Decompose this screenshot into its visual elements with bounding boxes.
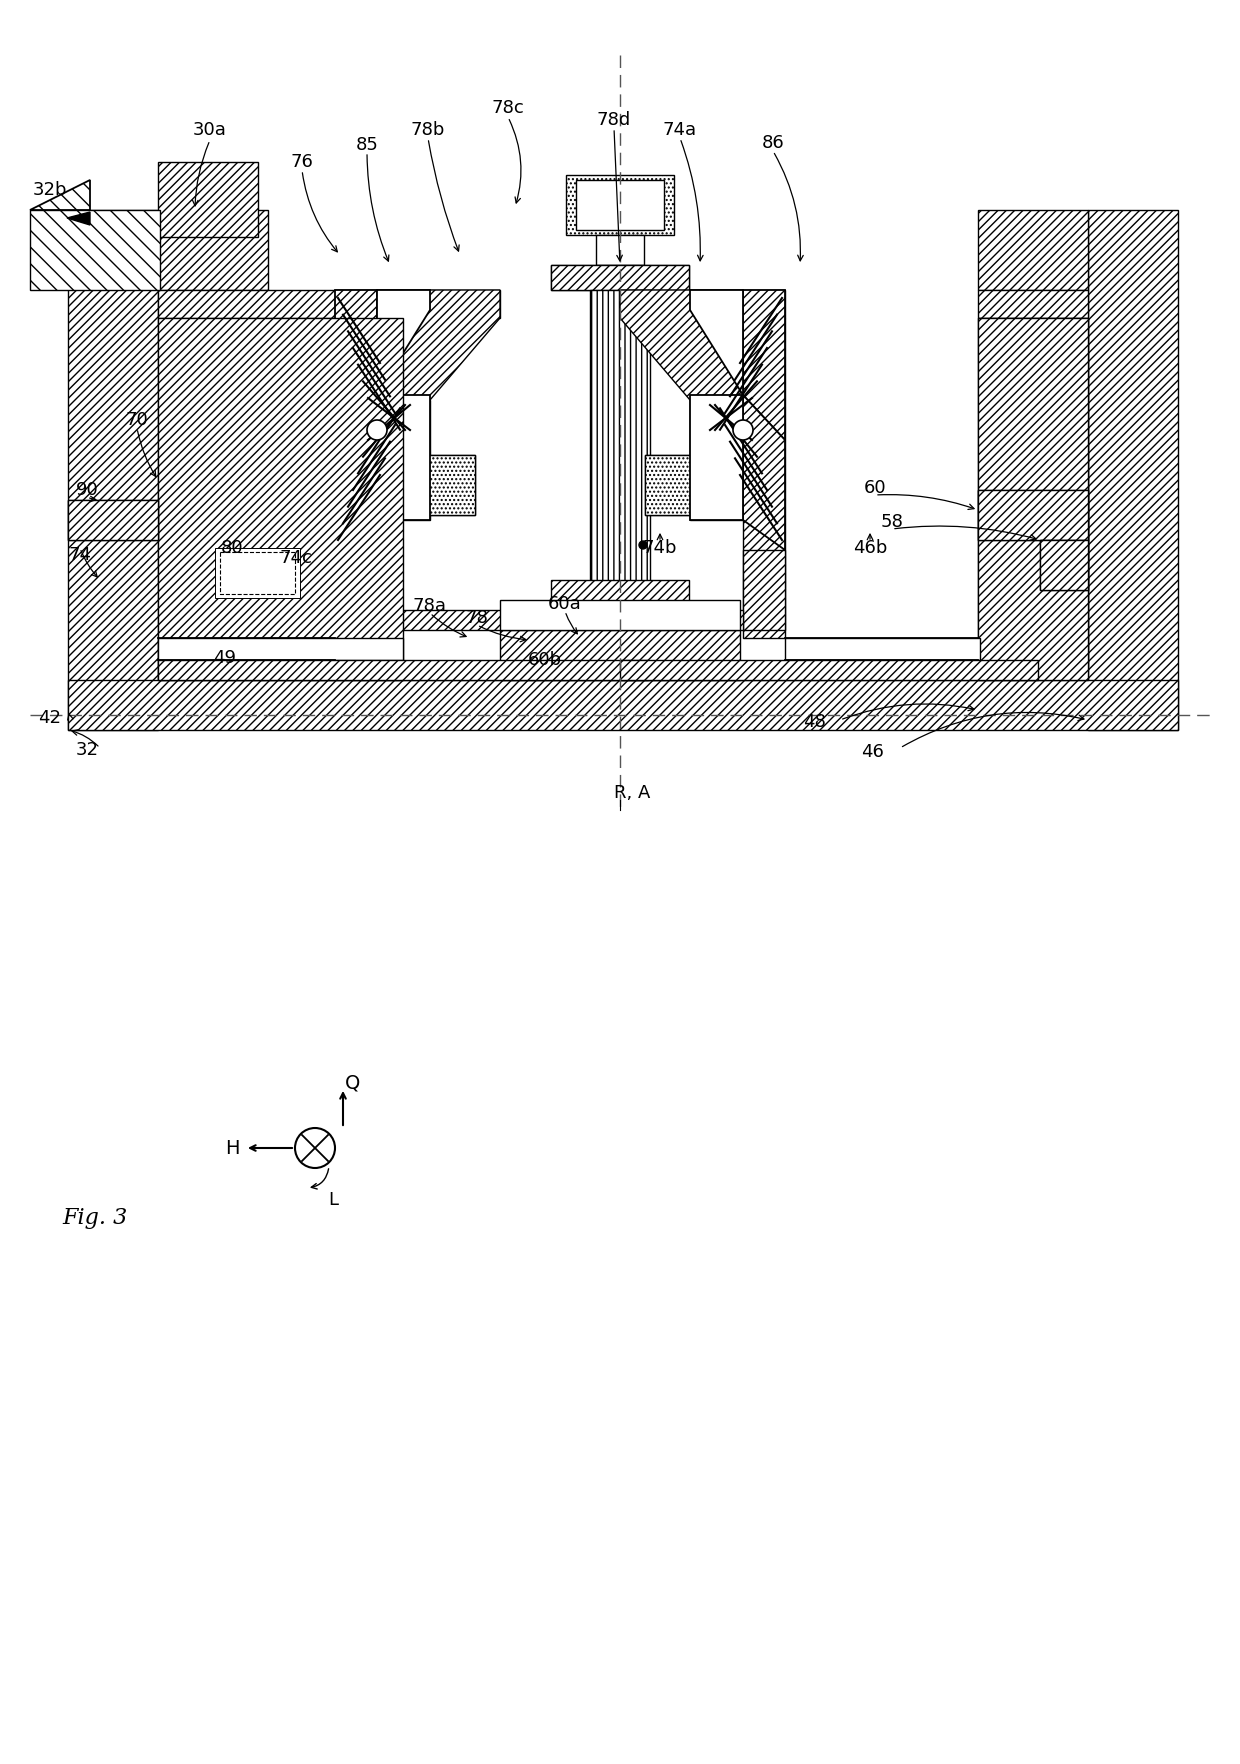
Bar: [978, 318, 1087, 679]
Bar: [978, 490, 1087, 540]
Bar: [1040, 540, 1087, 589]
Text: 78a: 78a: [413, 596, 446, 616]
Bar: [68, 499, 157, 540]
Polygon shape: [743, 289, 785, 439]
Text: 60b: 60b: [528, 651, 562, 669]
Text: 78b: 78b: [410, 122, 445, 139]
Bar: [551, 265, 689, 289]
Text: 46: 46: [861, 743, 883, 760]
Bar: [157, 162, 258, 236]
Bar: [68, 210, 157, 730]
Bar: [645, 455, 730, 515]
Bar: [391, 455, 475, 515]
Bar: [560, 610, 680, 649]
Text: 30a: 30a: [193, 122, 227, 139]
Polygon shape: [335, 395, 377, 550]
Bar: [335, 318, 377, 639]
Bar: [68, 679, 1178, 730]
Text: 32b: 32b: [32, 182, 67, 199]
Text: 86: 86: [761, 134, 785, 152]
Bar: [978, 210, 1087, 289]
Bar: [30, 210, 160, 289]
Bar: [500, 630, 740, 679]
Bar: [157, 318, 403, 679]
Bar: [377, 610, 743, 630]
Bar: [565, 175, 675, 235]
Circle shape: [367, 420, 387, 439]
Bar: [157, 210, 268, 289]
Circle shape: [639, 542, 647, 549]
Bar: [590, 289, 650, 649]
Bar: [1040, 540, 1087, 589]
Bar: [978, 289, 1087, 318]
Text: 78d: 78d: [596, 111, 631, 129]
Polygon shape: [689, 395, 743, 520]
Text: 48: 48: [804, 713, 826, 730]
Bar: [157, 639, 403, 660]
Polygon shape: [377, 395, 430, 520]
Text: 42: 42: [38, 709, 62, 727]
Bar: [978, 318, 1087, 669]
Text: 80: 80: [221, 540, 243, 557]
Text: 74c: 74c: [279, 549, 312, 566]
Bar: [596, 235, 644, 265]
Polygon shape: [377, 289, 500, 400]
Text: Fig. 3: Fig. 3: [62, 1207, 128, 1230]
Bar: [785, 639, 980, 660]
Text: H: H: [224, 1138, 239, 1157]
Circle shape: [295, 1127, 335, 1168]
Text: 74b: 74b: [642, 540, 677, 557]
Text: 60a: 60a: [548, 594, 582, 614]
Polygon shape: [335, 289, 377, 439]
Bar: [620, 660, 1038, 679]
Polygon shape: [67, 212, 91, 226]
Bar: [219, 552, 295, 594]
Text: R, A: R, A: [614, 783, 650, 803]
Bar: [335, 289, 500, 318]
Polygon shape: [377, 289, 430, 395]
Text: 85: 85: [356, 136, 378, 153]
Bar: [1087, 210, 1178, 730]
Polygon shape: [377, 400, 430, 520]
Bar: [743, 318, 785, 639]
Text: 78c: 78c: [491, 99, 525, 116]
Bar: [68, 499, 157, 540]
Polygon shape: [620, 289, 743, 400]
Bar: [743, 550, 785, 630]
Text: Q: Q: [345, 1074, 361, 1092]
Polygon shape: [689, 289, 743, 395]
Text: 70: 70: [125, 411, 149, 429]
Circle shape: [733, 420, 753, 439]
Text: 74: 74: [68, 547, 92, 564]
Bar: [157, 289, 403, 318]
Bar: [551, 580, 689, 610]
Bar: [551, 265, 689, 289]
Text: 32: 32: [76, 741, 98, 759]
Polygon shape: [689, 400, 743, 520]
Bar: [335, 550, 377, 630]
Text: 90: 90: [76, 482, 98, 499]
Bar: [215, 549, 300, 598]
Bar: [391, 455, 475, 515]
Text: 60: 60: [864, 480, 887, 497]
Text: 76: 76: [290, 153, 314, 171]
Bar: [577, 180, 663, 229]
Text: 49: 49: [213, 649, 237, 667]
Text: 46b: 46b: [853, 540, 887, 557]
Bar: [157, 660, 649, 679]
Bar: [620, 289, 785, 318]
Polygon shape: [30, 180, 91, 210]
Bar: [645, 455, 730, 515]
Text: 58: 58: [880, 513, 904, 531]
Text: 78: 78: [465, 609, 489, 626]
Polygon shape: [743, 395, 785, 550]
Bar: [500, 600, 740, 630]
Text: 74a: 74a: [663, 122, 697, 139]
FancyArrowPatch shape: [311, 1170, 329, 1189]
Bar: [978, 490, 1087, 540]
Text: L: L: [329, 1191, 339, 1208]
Bar: [560, 610, 680, 649]
